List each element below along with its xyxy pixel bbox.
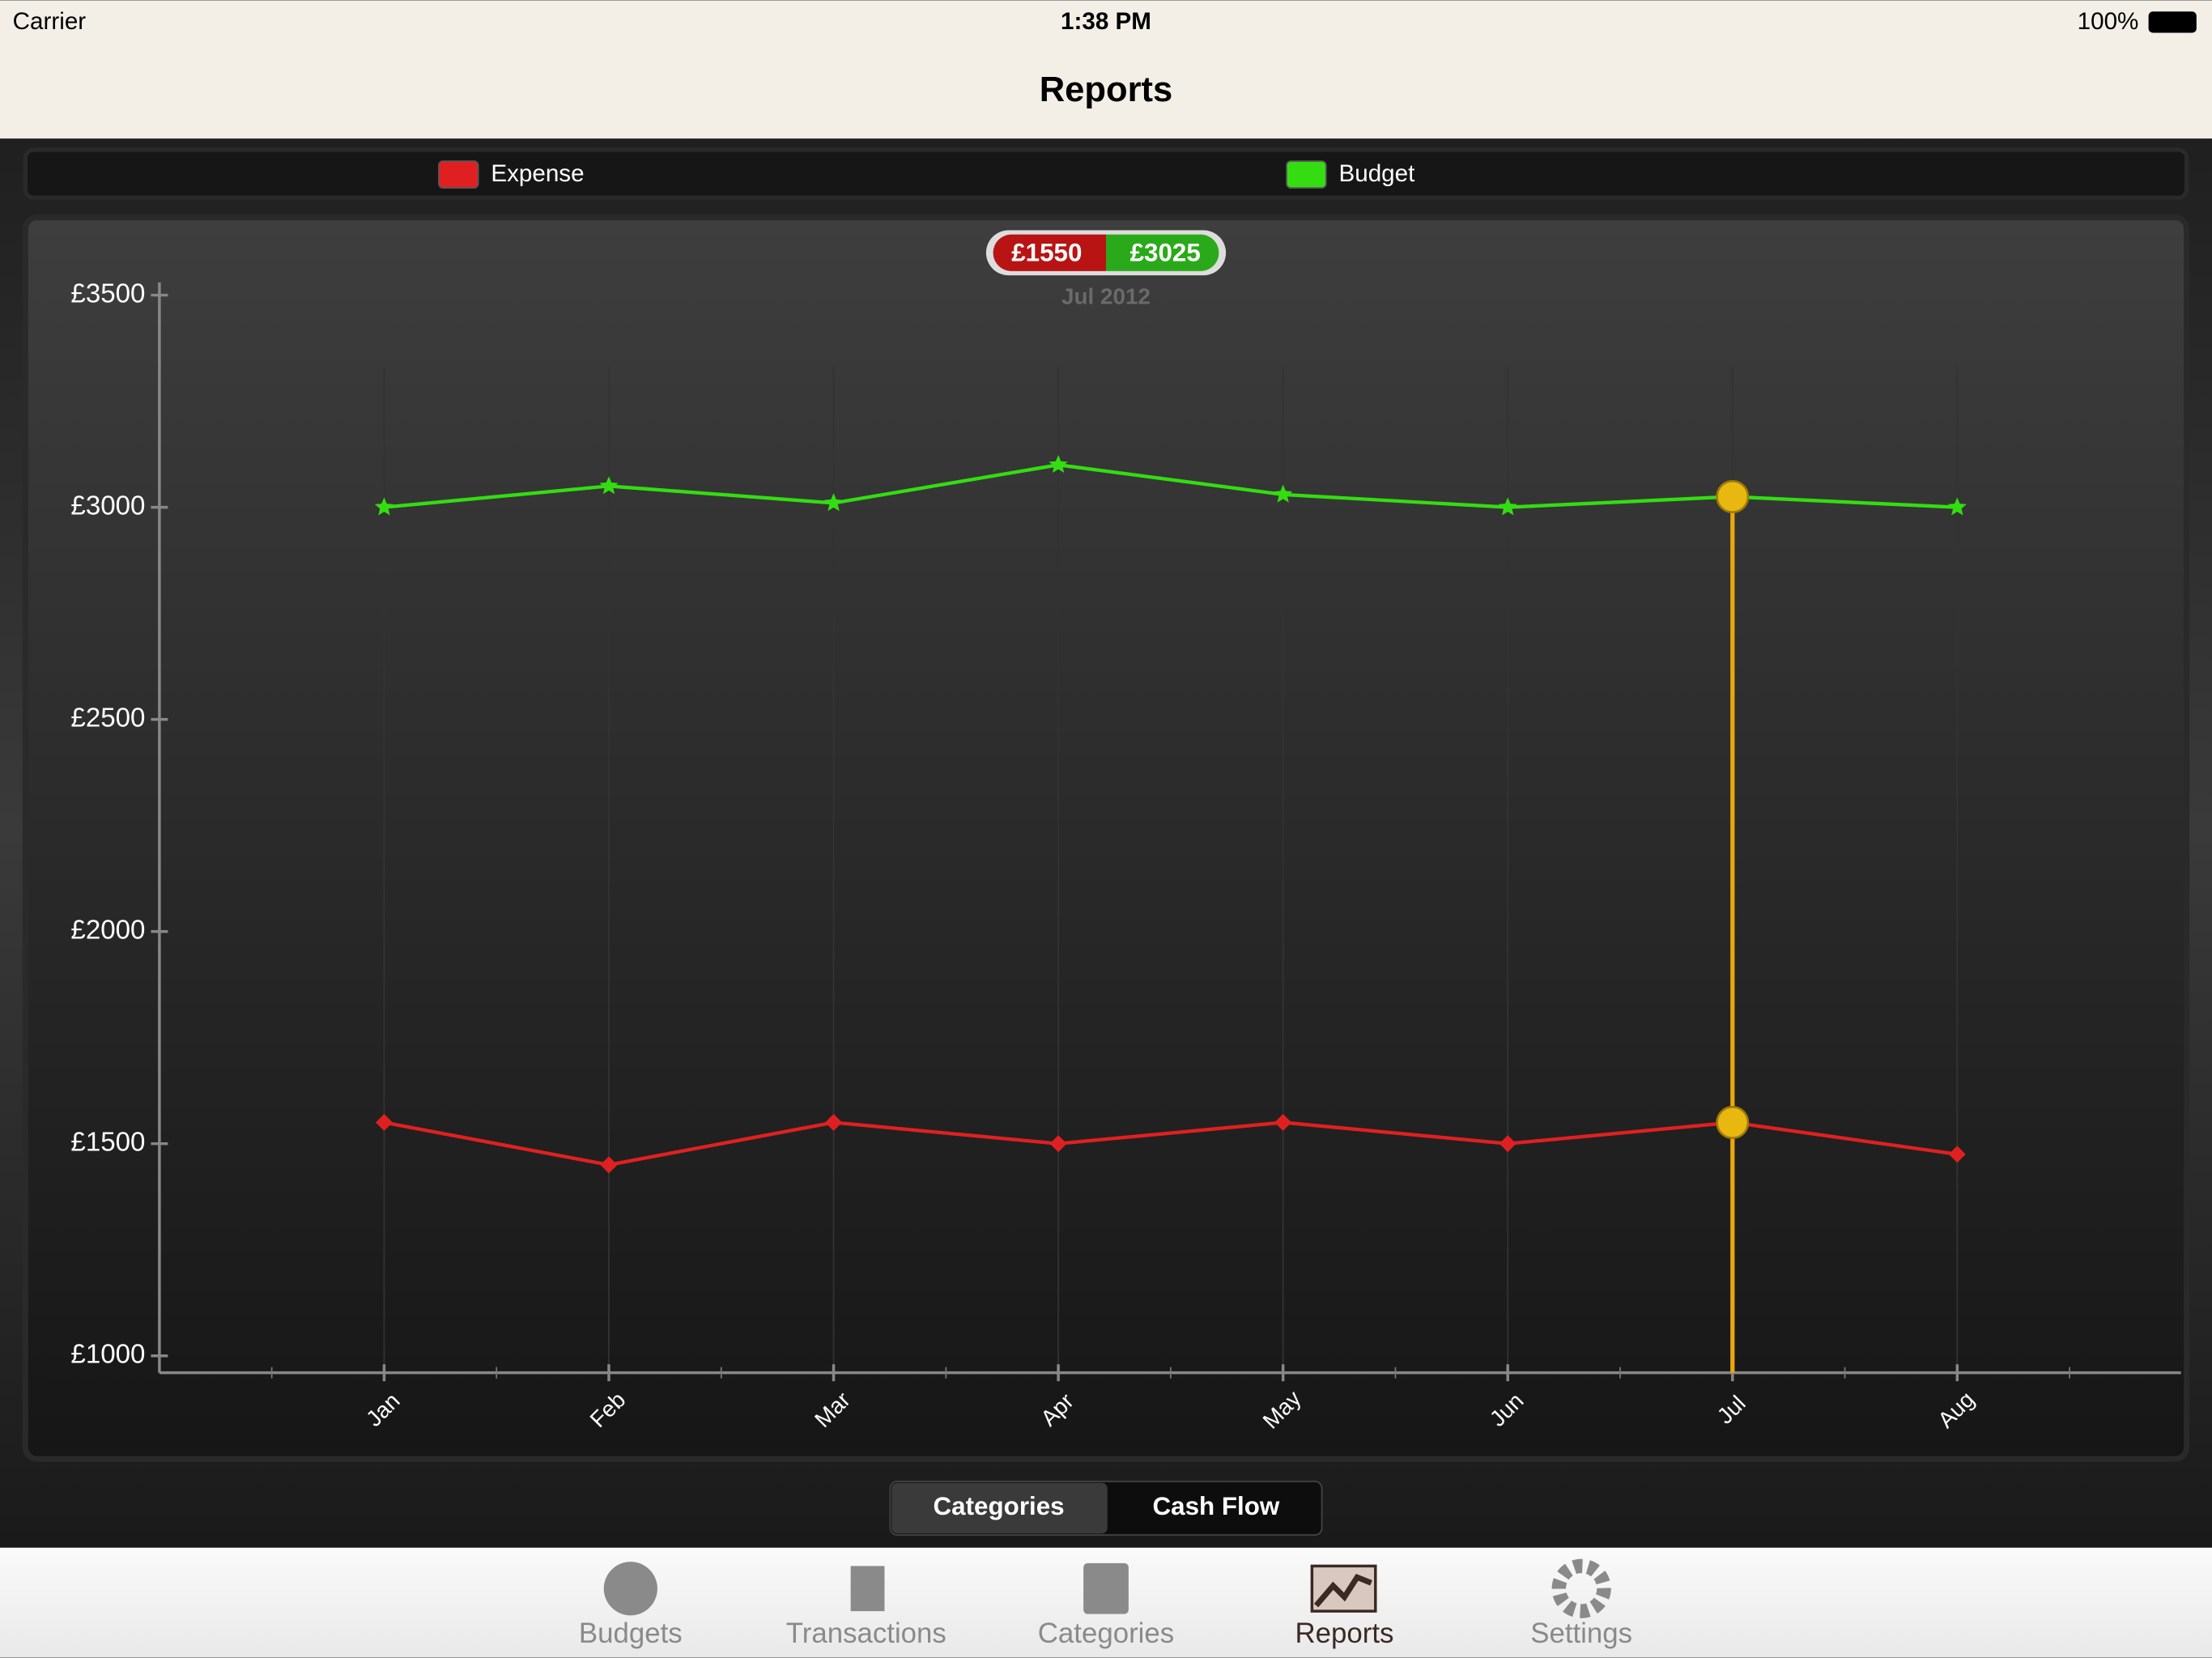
y-tick-label: £2000 <box>70 915 145 945</box>
point <box>1499 1135 1516 1153</box>
point <box>1274 484 1293 503</box>
nav-title: Reports <box>1040 70 1173 109</box>
tab-icon <box>1310 1564 1377 1613</box>
point <box>374 497 394 516</box>
time: 1:38 PM <box>1061 8 1151 35</box>
tooltip-expense <box>993 234 1106 271</box>
battery-icon <box>2148 11 2197 33</box>
y-tick-label: £3000 <box>70 491 145 521</box>
segment-label[interactable]: Cash Flow <box>1152 1492 1279 1520</box>
point <box>375 1114 393 1131</box>
nav-bar <box>0 0 2212 139</box>
battery-text: 100% <box>2078 8 2139 35</box>
point <box>1049 454 1068 474</box>
tab-label[interactable]: Transactions <box>786 1618 946 1649</box>
point <box>1049 1135 1067 1153</box>
selected-point <box>1716 480 1750 513</box>
tooltip: £1550 £3025 Jul 2012 <box>985 230 1227 308</box>
legend-label: Budget <box>1338 160 1415 187</box>
tooltip-budget <box>1106 234 1219 271</box>
point <box>1274 1114 1292 1131</box>
tab-label[interactable]: Categories <box>1038 1618 1174 1649</box>
line <box>384 462 1958 509</box>
tab-icon <box>1083 1562 1129 1614</box>
carrier: Carrier <box>13 8 87 35</box>
point <box>1948 1146 1966 1163</box>
legend-label: Expense <box>491 160 584 187</box>
point <box>823 493 844 512</box>
legend-bar <box>23 147 2189 200</box>
y-tick-label: £3500 <box>70 278 145 308</box>
selected-point <box>1716 1106 1750 1139</box>
point <box>825 1114 843 1131</box>
line <box>384 1120 1958 1167</box>
tab-label[interactable]: Reports <box>1295 1618 1393 1649</box>
legend-swatch <box>1286 160 1327 189</box>
y-tick-label: £1500 <box>70 1127 145 1157</box>
tab-icon-line <box>1313 1574 1372 1608</box>
tab-icon <box>850 1566 885 1612</box>
legend-swatch <box>437 160 479 189</box>
tooltip-period: Jul 2012 <box>1061 283 1151 308</box>
point <box>1498 497 1517 516</box>
segment-label[interactable]: Categories <box>934 1492 1065 1520</box>
tab-icon <box>1551 1558 1611 1618</box>
tab-label[interactable]: Settings <box>1530 1618 1632 1649</box>
tab-icon <box>603 1562 657 1616</box>
point <box>600 1156 618 1174</box>
segmented-control: Categories Cash Flow <box>889 1480 1323 1536</box>
tab-label[interactable]: Budgets <box>579 1618 683 1649</box>
tooltip-budget-label: £3025 <box>1130 238 1201 266</box>
point <box>599 476 619 495</box>
y-tick-label: £2500 <box>70 703 145 733</box>
y-tick-label: £1000 <box>70 1339 145 1369</box>
chart-panel <box>22 215 2190 1462</box>
segment-selected[interactable] <box>891 1482 1108 1534</box>
point <box>1947 497 1967 516</box>
tooltip-expense-label: £1550 <box>1011 238 1082 266</box>
